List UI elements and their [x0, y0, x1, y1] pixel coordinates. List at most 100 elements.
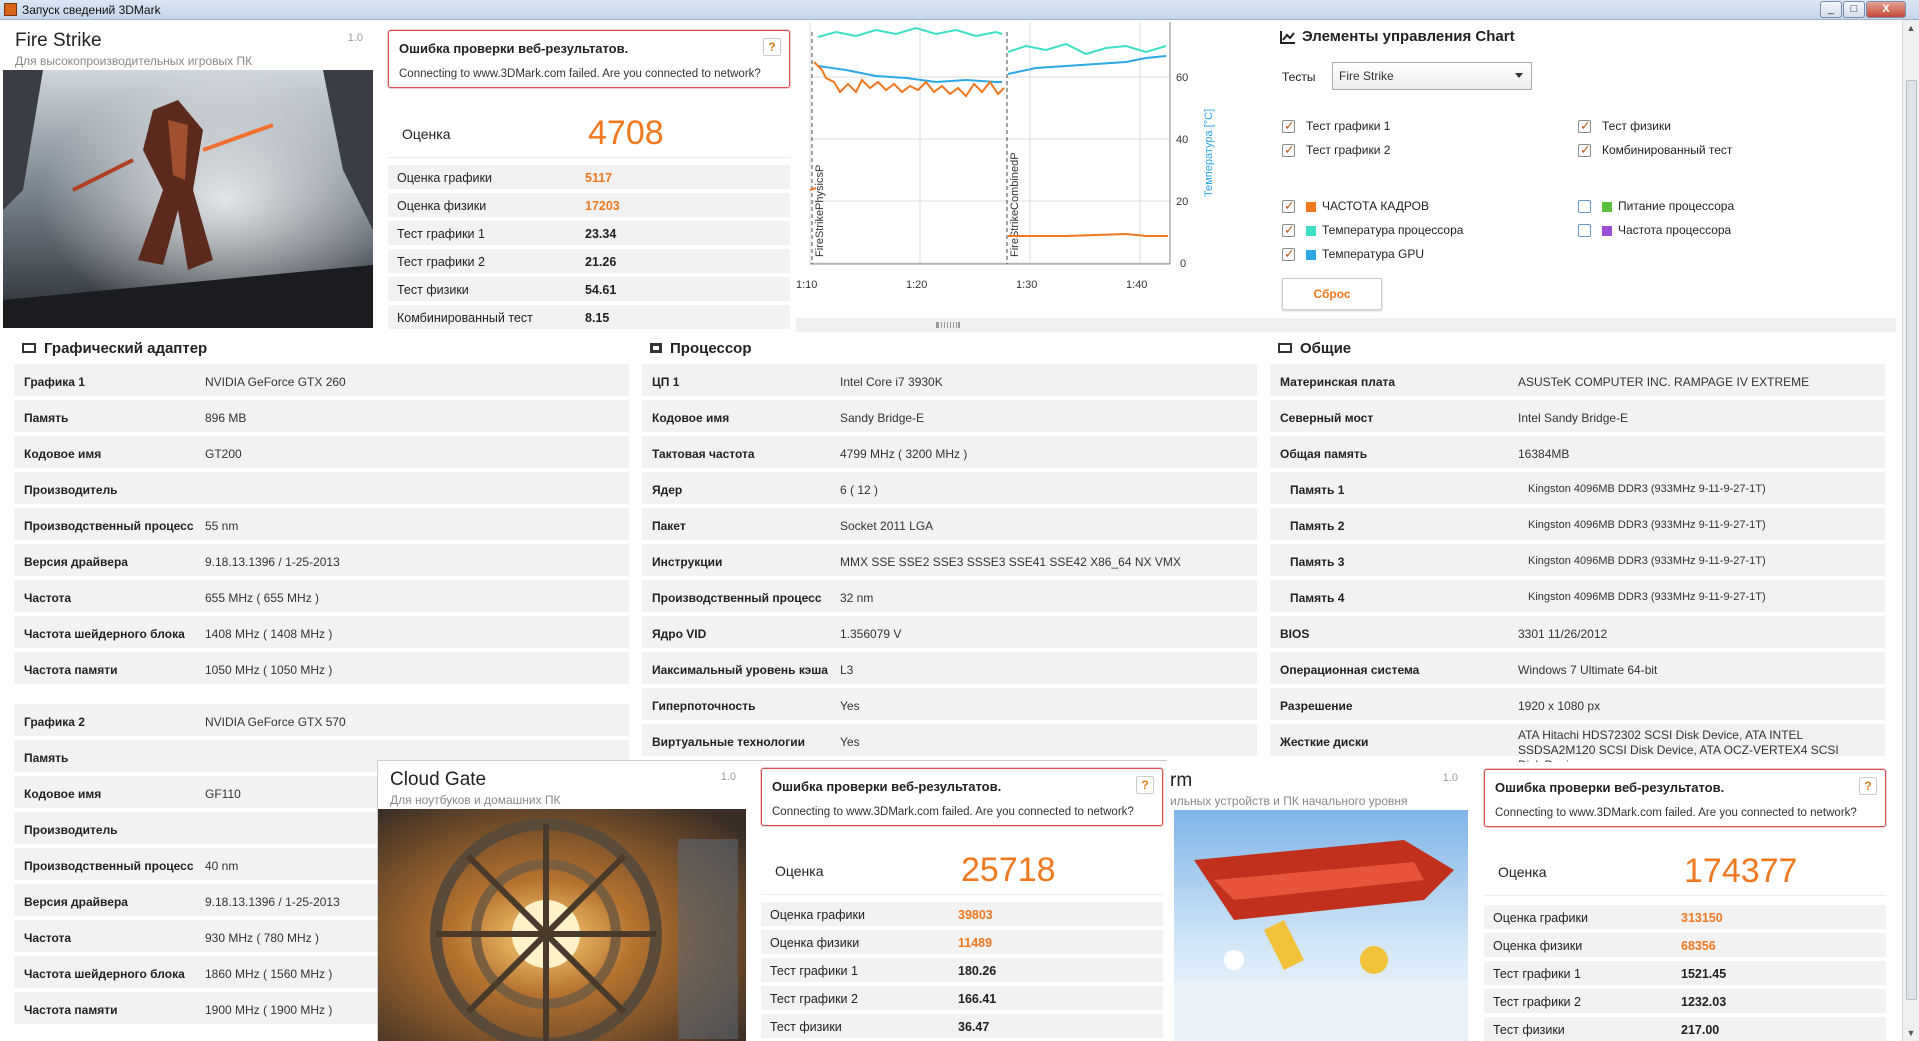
cpu-section-title: Процессор [650, 340, 751, 357]
info-row-key: Версия драйвера [24, 895, 128, 909]
info-row-key: Частота памяти [24, 663, 118, 677]
metric-checkbox[interactable] [1282, 222, 1295, 238]
test-checkbox[interactable] [1282, 118, 1295, 134]
help-button[interactable]: ? [1136, 776, 1154, 794]
info-row: Пакет Socket 2011 LGA [642, 508, 1257, 542]
test-checkbox[interactable] [1578, 142, 1591, 158]
help-button[interactable]: ? [763, 38, 781, 56]
score-row-label: Тест графики 1 [770, 964, 858, 978]
info-row: ЦП 1 Intel Core i7 3930K [642, 364, 1257, 398]
marker-label-physics: FireStrikePhysicsP [814, 165, 826, 257]
info-row: Память [14, 740, 629, 774]
ice-storm-error-box: Ошибка проверки веб-результатов. Connect… [1484, 769, 1886, 827]
monitoring-chart[interactable]: FireStrikePhysicsP FireStrikeCombinedP 6… [796, 22, 1226, 322]
info-row-key: Жесткие диски [1280, 735, 1369, 749]
info-row-value: 1050 MHz ( 1050 MHz ) [205, 663, 333, 677]
info-row-key: Операционная система [1280, 663, 1420, 677]
score-row-value: 23.34 [585, 227, 617, 241]
info-row: Частота 655 MHz ( 655 MHz ) [14, 580, 629, 614]
metric-checkbox[interactable] [1282, 246, 1295, 262]
fire-strike-image [3, 70, 373, 328]
info-row: Разрешение 1920 x 1080 px [1270, 688, 1885, 722]
info-row-key: BIOS [1280, 627, 1310, 641]
info-row: Производитель [14, 472, 629, 506]
info-row: Кодовое имя GT200 [14, 436, 629, 470]
score-label: Оценка [1498, 864, 1547, 880]
general-section: Общие Материнская плата ASUSTeK COMPUTER … [1270, 340, 1885, 772]
cloud-gate-header: Cloud Gate Для ноутбуков и домашних ПК 1… [378, 761, 746, 809]
vertical-scrollbar[interactable]: ▲ ▼ [1902, 20, 1919, 1041]
score-row: Оценка графики 313150 [1484, 905, 1886, 931]
info-row: Производственный процесс 55 nm [14, 508, 629, 542]
reset-button[interactable]: Сброс [1282, 278, 1382, 310]
score-row-value: 5117 [585, 171, 613, 185]
controls-title: Элементы управления Chart [1302, 28, 1515, 45]
info-row-key: Память 1 [1290, 483, 1345, 497]
info-row: Тактовая частота 4799 MHz ( 3200 MHz ) [642, 436, 1257, 470]
info-row-key: Производитель [24, 823, 118, 837]
info-row-key: Графика 1 [24, 375, 85, 389]
y-tick-40: 40 [1176, 134, 1188, 146]
info-row-value: 4799 MHz ( 3200 MHz ) [840, 447, 968, 461]
score-row-value: 313150 [1681, 911, 1723, 925]
scroll-down-icon[interactable]: ▼ [1906, 1028, 1916, 1038]
benchmark-subtitle: Для ноутбуков и домашних ПК [390, 793, 561, 807]
resize-grip-icon[interactable] [936, 322, 960, 328]
cloud-gate-score-box: Оценка 25718 [761, 849, 1163, 895]
test-checkbox[interactable] [1578, 118, 1591, 134]
info-row-value: Windows 7 Ultimate 64-bit [1518, 663, 1658, 677]
series-gpu-temp-2 [1007, 55, 1167, 75]
help-button[interactable]: ? [1859, 777, 1877, 795]
info-row-key: Память 4 [1290, 591, 1345, 605]
score-row-value: 21.26 [585, 255, 617, 269]
score-row-label: Тест графики 1 [397, 227, 485, 241]
score-row: Оценка физики 17203 [388, 193, 790, 219]
app-icon [4, 3, 17, 16]
close-button[interactable]: X [1866, 1, 1906, 18]
tests-select[interactable]: Fire Strike [1332, 62, 1532, 90]
test-checkbox[interactable] [1282, 142, 1295, 158]
y-tick-20: 20 [1176, 196, 1188, 208]
x-tick-120: 1:20 [906, 279, 927, 291]
maximize-button[interactable]: □ [1843, 1, 1865, 18]
info-row: Частота памяти 1050 MHz ( 1050 MHz ) [14, 652, 629, 686]
ice-storm-card: rm ильных устройств и ПК начального уров… [1168, 762, 1902, 1041]
info-row: Частота шейдерного блока 1408 MHz ( 1408 … [14, 616, 629, 650]
info-row-value: NVIDIA GeForce GTX 260 [205, 375, 346, 389]
metric-checkbox[interactable] [1282, 198, 1295, 214]
minimize-button[interactable]: _ [1820, 1, 1842, 18]
info-row-value: 9.18.13.1396 / 1-25-2013 [205, 555, 340, 569]
scrollbar-thumb[interactable] [1906, 80, 1917, 1000]
info-row: Ядро VID 1.356079 V [642, 616, 1257, 650]
series-fps-2 [1008, 232, 1168, 237]
info-row: Версия драйвера 9.18.13.1396 / 1-25-2013 [14, 544, 629, 578]
info-row: Память 1 Kingston 4096MB DDR3 (933MHz 9-1… [1270, 472, 1885, 506]
benchmark-name: rm [1170, 770, 1193, 791]
score-row-value: 39803 [958, 908, 993, 922]
benchmark-name: Cloud Gate [390, 769, 487, 790]
metric-checkbox[interactable] [1578, 224, 1591, 237]
score-row-value: 180.26 [958, 964, 997, 978]
y-tick-0: 0 [1180, 258, 1186, 270]
series-cpu-temp-1 [817, 26, 1003, 38]
info-row: Ядер 6 ( 12 ) [642, 472, 1257, 506]
metric-checkbox[interactable] [1578, 200, 1591, 213]
info-row: Материнская плата ASUSTeK COMPUTER INC. R… [1270, 364, 1885, 398]
window-title-bar[interactable]: Запуск сведений 3DMark _ □ X [0, 0, 1919, 20]
cloud-gate-error-box: Ошибка проверки веб-результатов. Connect… [761, 768, 1163, 826]
score-row-label: Оценка физики [1493, 939, 1583, 953]
scroll-up-icon[interactable]: ▲ [1906, 23, 1916, 33]
x-tick-130: 1:30 [1016, 279, 1037, 291]
info-row-value: 6 ( 12 ) [840, 483, 879, 497]
metric-checkbox-label: Температура процессора [1322, 223, 1464, 237]
score-row-value: 17203 [585, 199, 620, 213]
cloud-gate-image [378, 809, 746, 1041]
score-row: Тест графики 1 180.26 [761, 958, 1163, 984]
score-value: 25718 [961, 851, 1056, 889]
x-tick-110: 1:10 [796, 279, 817, 291]
info-row: Память 896 MB [14, 400, 629, 434]
info-row-value: 1.356079 V [840, 627, 902, 641]
info-row-key: Кодовое имя [24, 787, 102, 801]
chart-resize-strip[interactable] [796, 318, 1896, 332]
tests-label: Тесты [1282, 70, 1316, 84]
